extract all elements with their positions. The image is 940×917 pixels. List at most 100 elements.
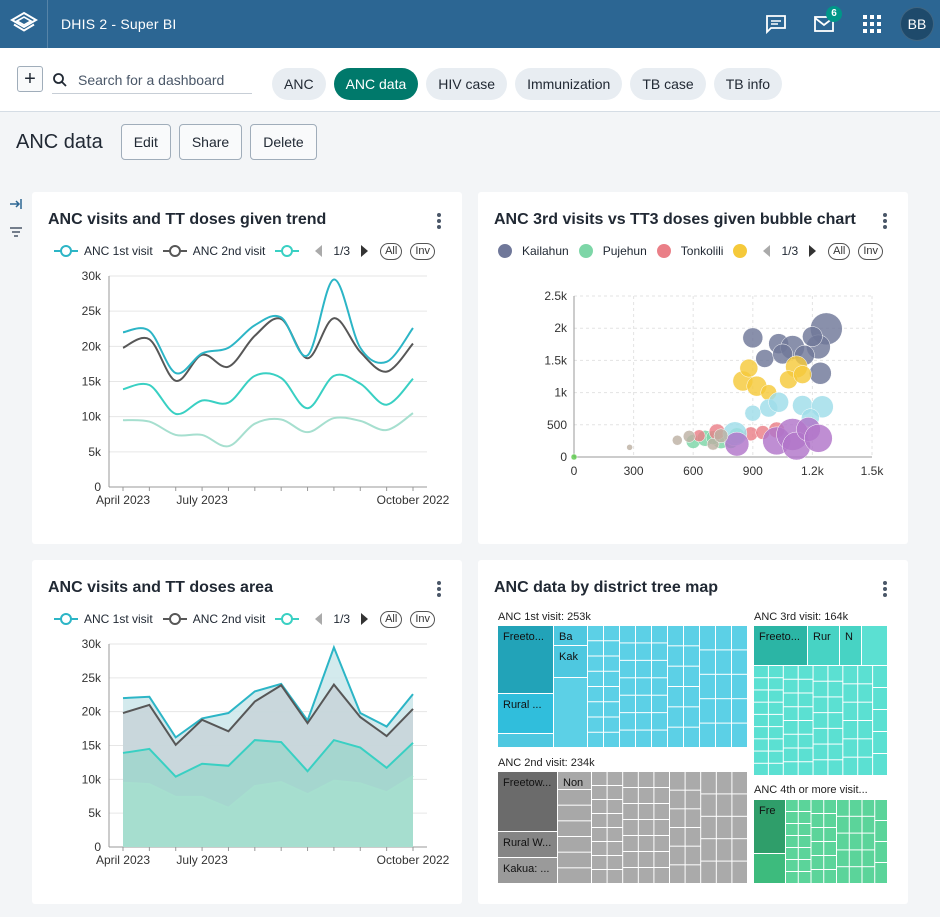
treemap-cell [652,660,667,678]
more-menu-icon[interactable] [432,211,446,231]
legend-item-pujehun[interactable]: Pujehun [578,244,647,258]
more-menu-icon[interactable] [432,579,446,599]
delete-button[interactable]: Delete [250,124,317,160]
user-avatar[interactable]: BB [900,7,934,41]
treemap-cell [843,666,858,684]
apps-menu-button[interactable] [848,0,896,48]
treemap-group-label: ANC 4th or more visit... [754,784,868,796]
next-page-icon[interactable] [356,243,372,259]
bubble-point [682,430,696,443]
treemap-cell [654,852,669,867]
share-button[interactable]: Share [178,124,243,160]
treemap-cell [732,772,747,794]
treemap-cell [786,872,798,883]
prev-page-icon[interactable] [759,243,775,259]
legend-all-button[interactable]: All [380,242,403,260]
series-line-1 [122,278,414,375]
treemap-cell-label: Freeto... [503,631,544,643]
legend-all-button[interactable]: All [380,610,403,628]
legend-item-anc-1st[interactable]: ANC 1st visit [54,244,153,258]
legend-item-3[interactable] [275,244,300,258]
treemap-cell [798,800,811,811]
treemap-cell [873,754,887,775]
legend-page: 1/3 [781,244,799,258]
bubble-point [672,435,683,446]
treemap-cell [638,820,654,835]
area-chart-card: ANC visits and TT doses area ANC 1st vis… [32,560,462,904]
search-icon [53,72,67,87]
legend-item-anc-2nd[interactable]: ANC 2nd visit [162,612,265,626]
more-menu-icon[interactable] [878,211,892,231]
treemap-cell [798,734,813,748]
interpretations-button[interactable] [752,0,800,48]
prev-page-icon[interactable] [311,243,327,259]
treemap-cell [700,650,715,674]
next-page-icon[interactable] [356,611,372,627]
treemap-cell [652,643,667,660]
treemap-cell [716,839,732,861]
legend-inverse-button[interactable]: Inv [410,610,435,628]
x-tick-label: April 2023 [96,493,150,507]
dashboard-chip-immunization[interactable]: Immunization [515,68,623,100]
message-count-badge: 6 [826,6,842,22]
bubble-point [772,343,793,365]
series-line-4 [122,412,414,448]
bubble-point [768,392,789,413]
dashboard-chip-tb-case[interactable]: TB case [630,68,706,100]
treemap-cell [828,681,843,697]
treemap-cell [754,800,785,853]
dashboard-chip-anc-data[interactable]: ANC data [333,68,419,100]
treemap-plot: ANC 1st visit: 253k Freeto... Rural ... Ba K… [498,611,887,883]
x-tick-label: 1.2k [801,464,825,478]
treemap-cell [588,717,603,732]
treemap-cell [604,656,619,671]
legend-inverse-button[interactable]: Inv [858,242,884,260]
treemap-cell [786,812,798,823]
legend-item-anc-2nd[interactable]: ANC 2nd visit [162,244,265,258]
treemap-cell [558,837,591,852]
treemap-cell [843,702,858,720]
dashboard-search-input[interactable] [78,71,248,88]
treemap-cell [849,833,862,850]
treemap-cell [798,679,813,693]
legend-item-anc-1st[interactable]: ANC 1st visit [54,612,153,626]
dashboard-chip-tb-info[interactable]: TB info [713,68,783,100]
edit-button[interactable]: Edit [120,124,171,160]
legend-all-button[interactable]: All [828,242,851,260]
treemap-cell [607,828,623,841]
add-dashboard-button[interactable]: + [17,66,43,92]
treemap-cell [623,852,638,867]
y-tick-label: 15k [82,739,102,753]
treemap-cell [843,757,858,775]
treemap-cell [798,748,813,762]
legend-item-kailahun[interactable]: Kailahun [498,244,569,258]
treemap-cell [604,626,619,641]
dhis2-logo[interactable] [0,0,48,48]
legend-pager: 1/3 All Inv [311,610,435,628]
legend-item-4[interactable] [733,244,748,258]
next-page-icon[interactable] [804,243,820,259]
treemap-cell [554,678,587,747]
treemap-cell [620,660,635,678]
treemap-cell [636,730,651,747]
expand-filters-button[interactable] [6,194,26,214]
treemap-cell [858,757,873,775]
legend-item-tonkolili[interactable]: Tonkolili [656,244,723,258]
legend-inverse-button[interactable]: Inv [410,242,435,260]
legend-item-3[interactable] [275,612,300,626]
treemap-cell [670,809,685,827]
y-tick-label: 5k [88,806,102,820]
treemap-cell [798,860,811,871]
treemap-cell [607,800,623,813]
dashboard-chip-anc[interactable]: ANC [272,68,326,100]
treemap-cell-label: Rural ... [503,699,542,711]
dashboard-chip-hiv-case[interactable]: HIV case [426,68,508,100]
filter-button[interactable] [6,222,26,242]
dashboard-search [52,66,252,94]
more-menu-icon[interactable] [878,579,892,599]
prev-page-icon[interactable] [311,611,327,627]
treemap-cell [873,688,887,709]
messages-button[interactable]: 6 [800,0,848,48]
treemap-cell [798,812,811,823]
treemap-cell [768,690,783,702]
